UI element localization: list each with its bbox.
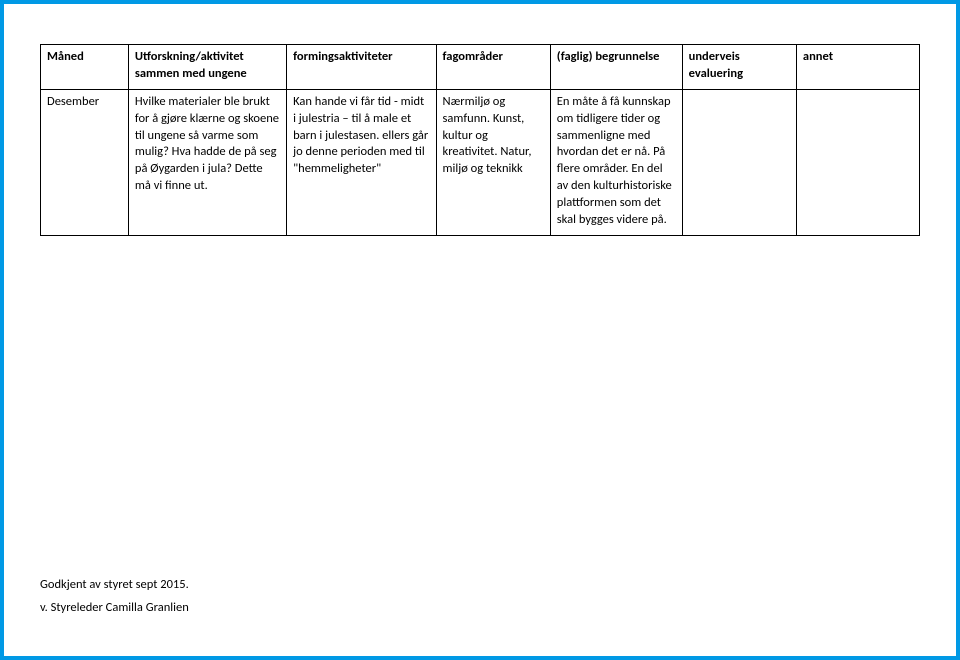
cell-subject: Nærmiljø og samfunn. Kunst, kultur og kr… [436, 89, 550, 235]
table-header-row: Måned Utforskning/aktivitet sammen med u… [41, 45, 920, 90]
curriculum-table: Måned Utforskning/aktivitet sammen med u… [40, 44, 920, 236]
col-header-month: Måned [41, 45, 129, 90]
cell-rationale: En måte å få kunnskap om tidligere tider… [550, 89, 682, 235]
col-header-other: annet [796, 45, 919, 90]
cell-other [796, 89, 919, 235]
col-header-rationale: (faglig) begrunnelse [550, 45, 682, 90]
footer-approved: Godkjent av styret sept 2015. [40, 573, 189, 597]
cell-evaluation [682, 89, 796, 235]
col-header-forming: formingsaktiviteter [287, 45, 436, 90]
footer-signatory: v. Styreleder Camilla Granlien [40, 596, 189, 620]
cell-exploration: Hvilke materialer ble brukt for å gjøre … [128, 89, 286, 235]
cell-month: Desember [41, 89, 129, 235]
document-page: Måned Utforskning/aktivitet sammen med u… [0, 0, 960, 660]
col-header-evaluation: underveis evaluering [682, 45, 796, 90]
col-header-exploration: Utforskning/aktivitet sammen med ungene [128, 45, 286, 90]
col-header-subject: fagområder [436, 45, 550, 90]
table-row: Desember Hvilke materialer ble brukt for… [41, 89, 920, 235]
cell-forming: Kan hande vi får tid - midt i julestria … [287, 89, 436, 235]
footer: Godkjent av styret sept 2015. v. Styrele… [40, 573, 189, 621]
